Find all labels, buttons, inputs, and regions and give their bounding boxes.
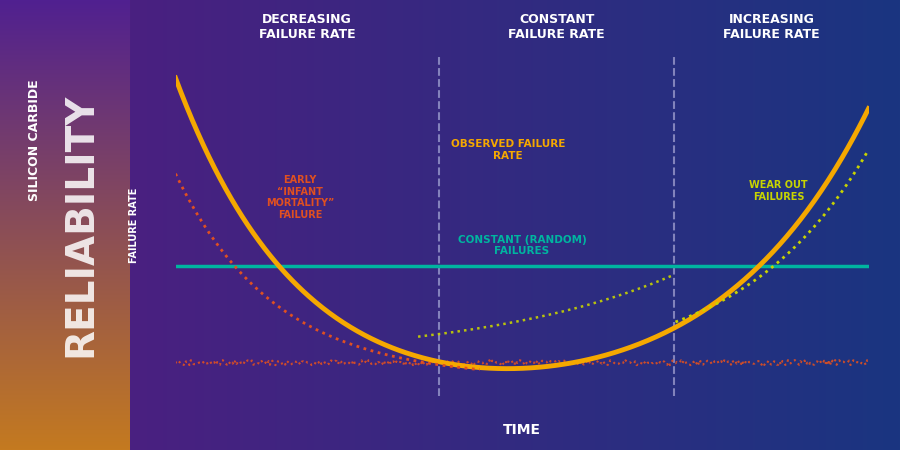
Text: INCREASING
FAILURE RATE: INCREASING FAILURE RATE [724,13,820,40]
Text: OBSERVED FAILURE
RATE: OBSERVED FAILURE RATE [451,139,565,161]
Text: WEAR OUT
FAILURES: WEAR OUT FAILURES [749,180,807,202]
Text: DECREASING
FAILURE RATE: DECREASING FAILURE RATE [259,13,356,40]
Text: EARLY
“INFANT
MORTALITY”
FAILURE: EARLY “INFANT MORTALITY” FAILURE [266,175,335,220]
Text: CONSTANT
FAILURE RATE: CONSTANT FAILURE RATE [508,13,605,40]
Text: FAILURE RATE: FAILURE RATE [129,187,139,263]
Text: CONSTANT (RANDOM)
FAILURES: CONSTANT (RANDOM) FAILURES [457,235,587,256]
Text: TIME: TIME [503,423,541,437]
Text: SILICON CARBIDE: SILICON CARBIDE [29,79,41,201]
Text: RELIABILITY: RELIABILITY [61,93,99,357]
